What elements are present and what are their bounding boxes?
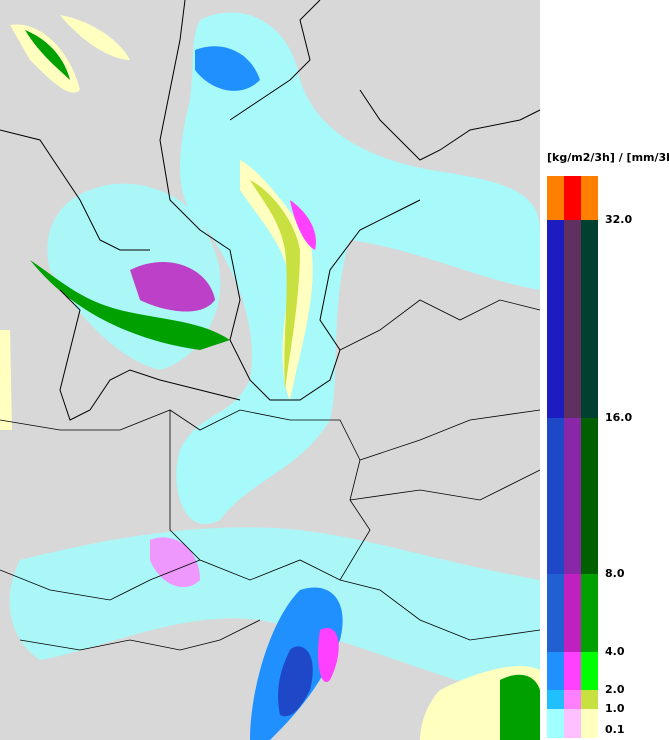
legend-swatch — [564, 574, 581, 652]
legend-swatch — [581, 176, 598, 220]
legend-swatch — [564, 220, 581, 418]
legend-swatch — [581, 652, 598, 690]
legend-swatch — [547, 690, 564, 709]
legend-swatch — [547, 652, 564, 690]
legend-swatch — [547, 176, 564, 220]
legend-swatch — [581, 574, 598, 652]
legend-swatch — [547, 418, 564, 574]
legend-swatch — [564, 652, 581, 690]
coastlines — [0, 0, 541, 421]
legend-swatch — [564, 176, 581, 220]
legend-swatch — [564, 418, 581, 574]
precipitation-field — [0, 12, 541, 740]
legend-swatch — [581, 418, 598, 574]
legend-tick-label: 0.1 — [605, 723, 625, 736]
legend-swatch — [547, 709, 564, 738]
legend-swatch — [547, 574, 564, 652]
legend-tick-label: 8.0 — [605, 567, 625, 580]
legend-tick-label: 2.0 — [605, 683, 625, 696]
legend-swatch — [581, 220, 598, 418]
legend-swatch — [581, 690, 598, 709]
legend-swatch — [564, 709, 581, 738]
legend-tick-label: 32.0 — [605, 213, 632, 226]
legend: 32.0 16.0 8.0 4.0 2.0 1.0 0.1 — [547, 176, 632, 738]
legend-tick-label: 4.0 — [605, 645, 625, 658]
legend-swatch — [581, 709, 598, 738]
legend-swatch — [547, 220, 564, 418]
legend-tick-label: 1.0 — [605, 702, 625, 715]
legend-swatch — [564, 690, 581, 709]
borders — [0, 299, 541, 651]
legend-tick-label: 16.0 — [605, 411, 632, 424]
legend-title: [kg/m2/3h] / [mm/3h] — [547, 151, 669, 164]
